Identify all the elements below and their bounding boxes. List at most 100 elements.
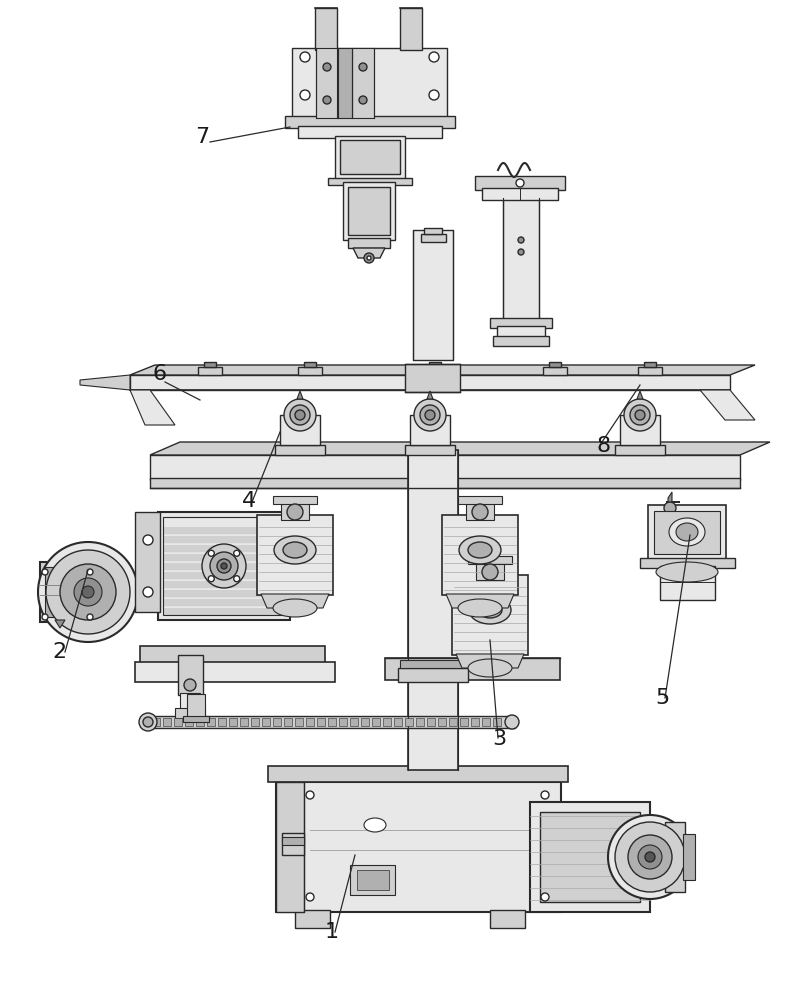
Bar [292,48,447,118]
Circle shape [208,576,214,582]
Circle shape [42,569,48,575]
Circle shape [38,542,138,642]
Bar [405,364,460,392]
Polygon shape [297,391,303,399]
Polygon shape [130,365,755,375]
Ellipse shape [676,523,698,541]
Polygon shape [130,375,730,390]
Circle shape [234,576,240,582]
Text: 4: 4 [242,491,256,511]
Circle shape [472,504,488,520]
Circle shape [367,256,371,260]
Bar [665,822,685,892]
Bar [207,718,215,726]
Bar [644,362,656,367]
Circle shape [287,504,303,520]
Text: 2: 2 [52,642,67,662]
Ellipse shape [364,818,386,832]
Bar [298,126,442,138]
Ellipse shape [669,518,705,546]
Bar [337,48,352,118]
Bar [660,566,715,600]
Bar [421,234,446,242]
Bar [268,766,568,782]
Bar [163,554,285,561]
Bar [295,910,330,928]
Bar [275,445,325,455]
Circle shape [300,90,310,100]
Circle shape [608,815,692,899]
Bar [273,496,317,504]
Bar [482,188,558,200]
Bar [413,230,453,360]
Bar [280,415,320,445]
Bar [427,718,435,726]
Bar [163,581,285,588]
Bar [398,668,468,682]
Polygon shape [637,391,643,399]
Bar [295,718,303,726]
Polygon shape [80,375,130,390]
Bar [416,718,424,726]
Bar [281,502,309,520]
Bar [497,326,545,338]
Bar [424,228,442,234]
Bar [429,362,441,367]
Bar [400,8,422,50]
Circle shape [74,578,102,606]
Circle shape [638,845,662,869]
Bar [180,693,200,710]
Bar [352,48,374,118]
Ellipse shape [274,536,316,564]
Bar [458,496,502,504]
Bar [648,505,726,560]
Circle shape [518,249,524,255]
Bar [196,718,204,726]
Bar [438,718,446,726]
Circle shape [139,713,157,731]
Circle shape [306,791,314,799]
Text: 7: 7 [195,127,209,147]
Bar [493,718,501,726]
Text: 5: 5 [655,688,669,708]
Bar [163,545,285,552]
Circle shape [217,559,231,573]
Polygon shape [130,390,175,425]
Circle shape [202,544,246,588]
Bar [240,718,248,726]
Bar [400,660,466,668]
Bar [503,198,539,320]
Bar [350,865,395,895]
Bar [449,718,457,726]
Bar [229,718,237,726]
Bar [471,718,479,726]
Ellipse shape [469,596,511,624]
Circle shape [143,587,153,597]
Bar [178,655,203,695]
Bar [543,367,567,375]
Circle shape [143,717,153,727]
Bar [654,511,720,554]
Circle shape [87,569,93,575]
Bar [348,238,390,248]
Circle shape [306,893,314,901]
Circle shape [429,52,439,62]
Bar [273,718,281,726]
Circle shape [234,550,240,556]
Ellipse shape [656,562,718,582]
Bar [282,833,304,855]
Polygon shape [353,248,385,258]
Circle shape [323,63,331,71]
Circle shape [615,822,685,892]
Circle shape [60,564,116,620]
Polygon shape [150,442,770,455]
Bar [475,176,565,190]
Ellipse shape [478,602,502,618]
Bar [315,8,337,50]
Bar [276,782,561,912]
Circle shape [645,852,655,862]
Circle shape [541,893,549,901]
Circle shape [541,791,549,799]
Bar [204,362,216,367]
Bar [490,318,552,328]
